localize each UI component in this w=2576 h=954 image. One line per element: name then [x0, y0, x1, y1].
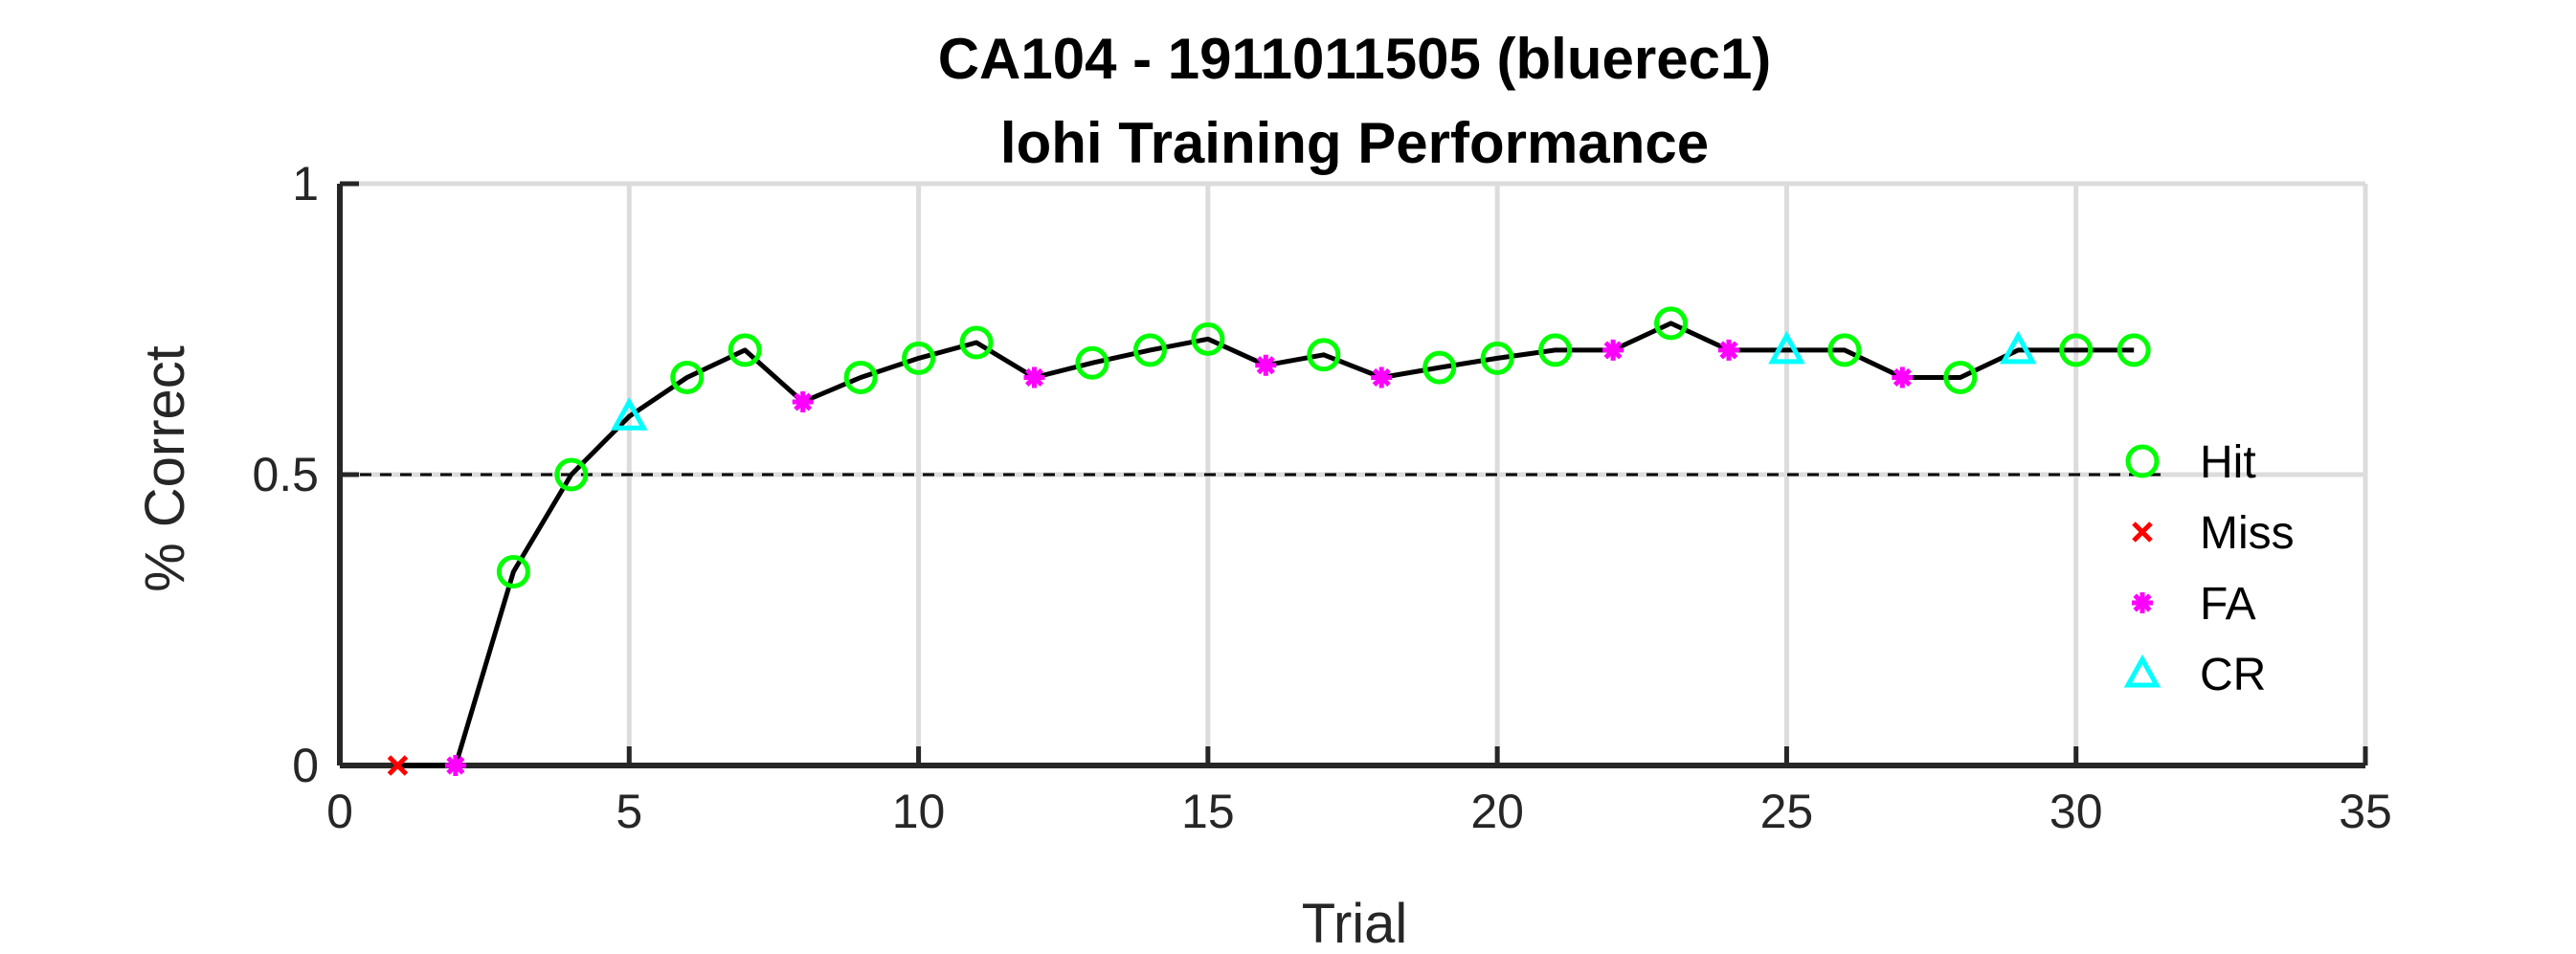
marker-hit: [1307, 338, 1341, 372]
marker-miss: [387, 755, 409, 776]
marker-hit: [1538, 333, 1573, 367]
x-tick-label: 0: [326, 785, 353, 838]
legend-marker-miss: [2132, 521, 2153, 543]
y-tick-label: 0.5: [252, 448, 319, 501]
marker-fa: [1371, 366, 1393, 388]
marker-cr: [611, 397, 648, 431]
tick-labels: 0 5 10 15 20 25 30 35 0 0.5 1: [252, 157, 2391, 838]
legend-marker-cr: [2123, 654, 2162, 688]
axes: [337, 181, 2368, 768]
marker-hit: [1654, 306, 1689, 341]
chart-title: CA104 - 1911011505 (bluerec1): [938, 27, 1772, 91]
marker-fa: [1255, 354, 1277, 376]
marker-hit: [1827, 333, 1862, 367]
marker-fa: [444, 755, 466, 776]
legend-label: FA: [2200, 579, 2256, 630]
legend-marker-hit: [2125, 444, 2160, 478]
marker-hit: [2117, 333, 2151, 367]
x-axis-label: Trial: [1302, 893, 1408, 954]
marker-hit: [902, 341, 936, 375]
marker-hit: [728, 333, 762, 367]
legend-label: Hit: [2200, 437, 2256, 488]
marker-hit: [1191, 322, 1225, 356]
marker-hit: [959, 325, 994, 360]
marker-fa: [1892, 366, 1914, 388]
legend: Hit Miss FA CR: [2123, 437, 2295, 700]
marker-cr: [2000, 330, 2037, 365]
marker-hit: [670, 360, 705, 394]
marker-hit: [1132, 333, 1167, 367]
chart-subtitle: lohi Training Performance: [1000, 111, 1709, 175]
marker-hit: [554, 457, 589, 492]
marker-hit: [1943, 360, 1978, 394]
marker-cr: [1768, 330, 1805, 365]
marker-hit: [1480, 341, 1514, 375]
x-tick-label: 30: [2050, 785, 2103, 838]
marker-fa: [1023, 366, 1045, 388]
y-tick-label: 1: [292, 157, 319, 211]
y-axis-label: % Correct: [134, 345, 196, 592]
x-tick-label: 5: [616, 785, 642, 838]
x-tick-label: 10: [892, 785, 946, 838]
x-tick-label: 15: [1181, 785, 1235, 838]
marker-fa: [792, 391, 814, 412]
marker-fa: [1718, 339, 1739, 361]
marker-hit: [1422, 350, 1457, 385]
marker-hit: [1075, 345, 1109, 380]
legend-label: CR: [2200, 650, 2266, 700]
marker-hit: [2059, 333, 2094, 367]
trial-markers: [387, 306, 2151, 776]
legend-marker-fa: [2132, 592, 2153, 613]
x-tick-label: 35: [2339, 785, 2392, 838]
marker-fa: [1602, 339, 1624, 361]
legend-label: Miss: [2200, 508, 2295, 559]
y-tick-label: 0: [292, 739, 319, 792]
x-tick-label: 25: [1760, 785, 1814, 838]
marker-hit: [843, 360, 878, 394]
x-tick-label: 20: [1470, 785, 1524, 838]
marker-hit: [496, 555, 530, 589]
